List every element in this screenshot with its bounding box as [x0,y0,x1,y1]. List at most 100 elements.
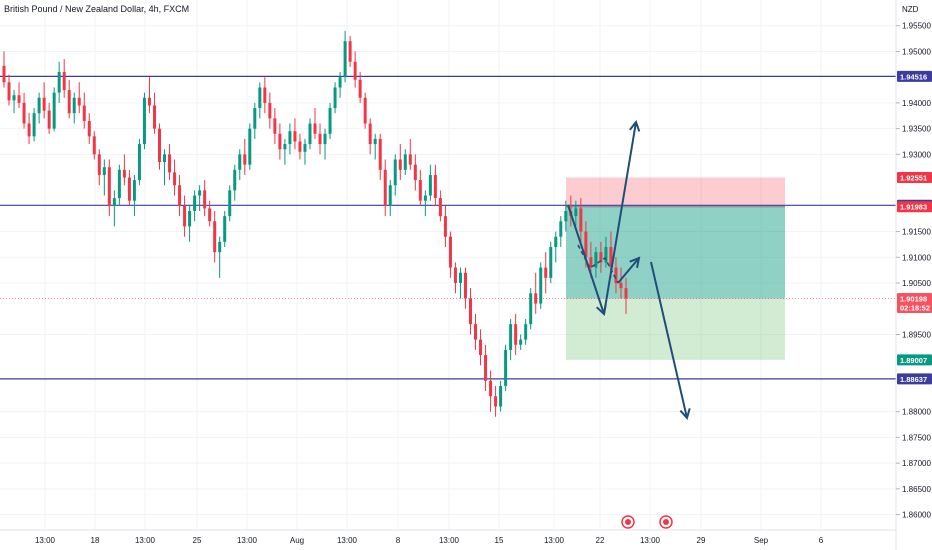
candle-body [188,210,192,227]
candle-body [27,123,31,137]
candle-body [223,216,227,242]
candle-body [92,136,96,155]
candle [604,236,608,268]
candle-body [604,246,608,263]
candle-body [363,97,367,124]
arrow-head [629,256,641,269]
candle [524,319,528,345]
candle [499,380,503,412]
candle [328,102,332,139]
candle-body [438,198,442,217]
y-tick-label: 1.91500 [902,228,931,237]
candle [579,198,583,242]
price-tag-box [897,201,932,213]
line-price-tag: 1.88637 [897,373,932,385]
candle-body [574,208,578,217]
candle-body [248,128,252,165]
candle [248,123,252,170]
candle-body [303,144,307,152]
candle-body [238,154,242,170]
candle-body [2,65,6,83]
candle-body [539,267,543,304]
candle-body [147,97,151,106]
candle-body [318,133,322,145]
candle [534,272,538,314]
candle [193,190,197,222]
candle [37,92,41,124]
filled-profit-zone [566,206,785,299]
candle-body [263,87,267,103]
candle-body [323,133,327,145]
candles [2,30,628,417]
candle-body [413,164,417,181]
candle-body [308,123,312,145]
remaining-profit-zone [566,298,785,360]
candle [107,159,111,217]
candle-body [208,208,212,222]
candle [208,200,212,227]
candle-body [137,144,141,181]
candle-body [213,221,217,253]
candle [413,154,417,191]
candle-body [198,190,202,196]
candle-body [102,167,106,175]
price-tag-label: 1.92551 [900,173,927,182]
candle-body [62,72,66,91]
candle [12,90,16,114]
candle-body [218,241,222,253]
candle [82,92,86,129]
candle-body [529,293,533,325]
candle-body [183,205,187,227]
candle [102,159,106,196]
arrow-head [679,408,691,421]
candle [203,180,207,217]
candle [263,77,267,114]
candle [504,344,508,392]
candle-body [12,95,16,101]
line-price-tag: 1.94516 [897,70,932,82]
candle [293,118,297,150]
candle [549,241,553,284]
candle [484,344,488,392]
candle [223,210,227,247]
candle [418,169,422,206]
candle [494,385,498,417]
candle [213,210,217,263]
price-axis[interactable]: 1.95500 1.95000 1.94000 1.93500 1.93000 1.915… [895,0,932,550]
candle [183,195,187,237]
candle-body [273,118,277,134]
price-tag-box [897,70,932,82]
candle-body [298,141,302,152]
candle-body [584,231,588,258]
candle-body [453,267,457,284]
candle-body [87,120,91,137]
candle-body [288,131,292,145]
candle-body [393,159,397,186]
candle [273,108,277,145]
candle [509,319,513,361]
price-tag-label: 1.89007 [900,356,927,365]
candle [122,154,126,186]
time-axis[interactable]: 13:00 18 13:00 25 13:00 Aug 13:00 8 13:00 15 13:00… [0,529,896,545]
price-tag-label: 1.94516 [900,72,927,81]
chart-title: British Pound / New Zealand Dollar, 4h, … [4,4,189,14]
price-tag-label: 1.88637 [900,375,927,384]
candle [393,154,397,196]
candle-body [609,246,613,268]
candle [358,72,362,103]
x-tick-label: 13:00 [237,536,258,545]
candle [198,185,202,211]
candle [42,82,46,119]
event-marker-dot [663,519,669,525]
candle-body [338,77,342,88]
event-marker-icon [659,515,673,529]
candle [423,190,427,217]
price-tag-box [897,171,932,183]
candle [463,267,467,309]
y-tick-label: 1.93500 [902,125,931,134]
candle-body [358,79,362,98]
candle [338,72,342,98]
candle-body [549,246,553,278]
